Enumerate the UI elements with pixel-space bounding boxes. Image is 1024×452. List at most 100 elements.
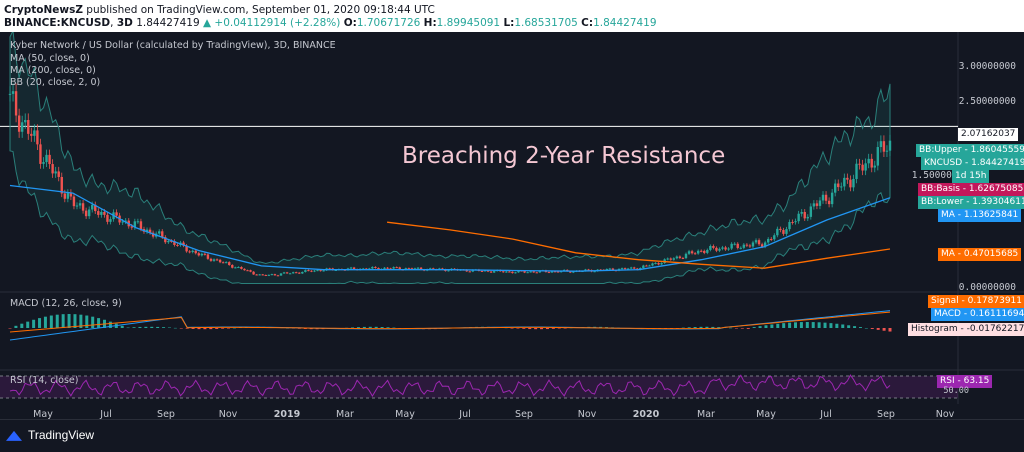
macd-histogram-bar [43, 316, 47, 328]
candle-body [429, 268, 432, 270]
candle-body [791, 222, 794, 224]
macd-histogram-bar [752, 327, 756, 328]
macd-histogram-bar [162, 327, 166, 328]
tradingview-logo[interactable]: TradingView [6, 428, 94, 442]
ma50-line [9, 184, 891, 272]
candle-body [182, 242, 185, 246]
candle-body [696, 250, 700, 254]
candle-body [20, 122, 24, 132]
candle-body [809, 206, 813, 217]
candle-body [255, 274, 258, 276]
macd-histogram-bar [20, 323, 24, 328]
candle-body [224, 262, 228, 264]
x-tick-label: May [395, 409, 415, 420]
candle-body [188, 251, 191, 253]
candle-body [505, 271, 508, 273]
candle-body [48, 154, 51, 165]
price-chart[interactable] [0, 32, 1024, 419]
macd-histogram-bar [740, 328, 744, 329]
macd-histogram-bar [882, 328, 886, 331]
candle-body [508, 271, 511, 273]
candle-body [328, 268, 331, 270]
candle-body [11, 91, 15, 94]
candle-body [282, 272, 286, 274]
signal-line [9, 311, 891, 333]
macd-histogram-bar [699, 326, 703, 328]
candle-body [608, 268, 612, 270]
candle-body [228, 262, 231, 265]
publish-header: CryptoNewsZ published on TradingView.com… [0, 0, 1024, 32]
publisher-name[interactable]: CryptoNewsZ [4, 4, 83, 16]
macd-histogram-bar [221, 328, 225, 329]
candle-body [642, 265, 645, 269]
candle-body [215, 259, 219, 261]
publish-info: CryptoNewsZ published on TradingView.com… [4, 4, 435, 16]
macd-histogram-bar [85, 315, 89, 328]
macd-histogram-bar [215, 328, 219, 329]
candle-body [812, 203, 816, 207]
rsi-legend[interactable]: RSI (14, close) [10, 375, 79, 386]
candle-body [846, 177, 849, 180]
candle-body [413, 268, 417, 270]
macd-histogram-bar [185, 328, 189, 329]
macd-histogram-bar [150, 326, 154, 328]
bb-upper-tag: BB:Upper - 1.86045559 [916, 144, 1024, 157]
macd-histogram-bar [717, 327, 721, 328]
macd-histogram-bar [26, 321, 30, 328]
macd-histogram-bar [770, 324, 774, 328]
macd-line [9, 310, 891, 341]
candle-body [827, 200, 831, 205]
macd-histogram-bar [557, 328, 561, 329]
macd-histogram-bar [522, 328, 526, 329]
candle-body [377, 267, 380, 270]
candle-body [310, 270, 313, 272]
candle-body [730, 243, 733, 249]
candle-body [690, 251, 694, 254]
candle-body [176, 244, 179, 246]
candle-body [273, 274, 277, 276]
macd-tag: MACD - 0.16111694 [931, 308, 1024, 321]
candle-body [69, 192, 73, 197]
macd-histogram-bar [362, 326, 366, 328]
macd-histogram-bar [191, 328, 195, 329]
candle-body [39, 144, 42, 164]
candle-body [419, 267, 423, 270]
ma50-legend[interactable]: MA (50, close, 0) [10, 53, 90, 64]
candle-body [800, 211, 803, 214]
macd-histogram-bar [38, 318, 42, 328]
macd-histogram-bar [758, 326, 762, 328]
macd-histogram-bar [197, 328, 201, 330]
macd-legend[interactable]: MACD (12, 26, close, 9) [10, 298, 122, 309]
candle-body [712, 246, 715, 248]
candle-body [270, 274, 274, 276]
candle-body [136, 221, 140, 223]
candle-body [404, 268, 408, 270]
candle-body [803, 211, 806, 219]
candle-body [471, 269, 475, 272]
candle-body [237, 266, 240, 268]
candle-body [830, 192, 834, 205]
candle-body [873, 165, 876, 168]
candle-body [288, 273, 292, 275]
rsi-mid-label: 50.00 [943, 386, 969, 396]
candle-body [285, 272, 289, 274]
ma200-legend[interactable]: MA (200, close, 0) [10, 65, 96, 76]
candle-body [818, 200, 822, 206]
candle-body [815, 203, 819, 206]
ohlc-line: BINANCE:KNCUSD, 3D 1.84427419 ▲ +0.04112… [4, 17, 657, 29]
macd-histogram-bar [746, 328, 750, 329]
macd-histogram-bar [167, 327, 171, 329]
candle-body [249, 270, 252, 272]
macd-histogram-bar [510, 328, 514, 329]
bb-legend[interactable]: BB (20, close, 2, 0) [10, 77, 101, 88]
candle-body [523, 271, 526, 273]
candle-body [687, 251, 691, 254]
candle-body [438, 268, 441, 270]
candle-body [587, 269, 590, 271]
interval: 3D [116, 17, 133, 29]
macd-histogram-bar [356, 327, 360, 328]
candle-body [888, 140, 892, 151]
candle-body [660, 263, 663, 265]
x-tick-label: Sep [515, 409, 533, 420]
candle-body [115, 212, 118, 216]
